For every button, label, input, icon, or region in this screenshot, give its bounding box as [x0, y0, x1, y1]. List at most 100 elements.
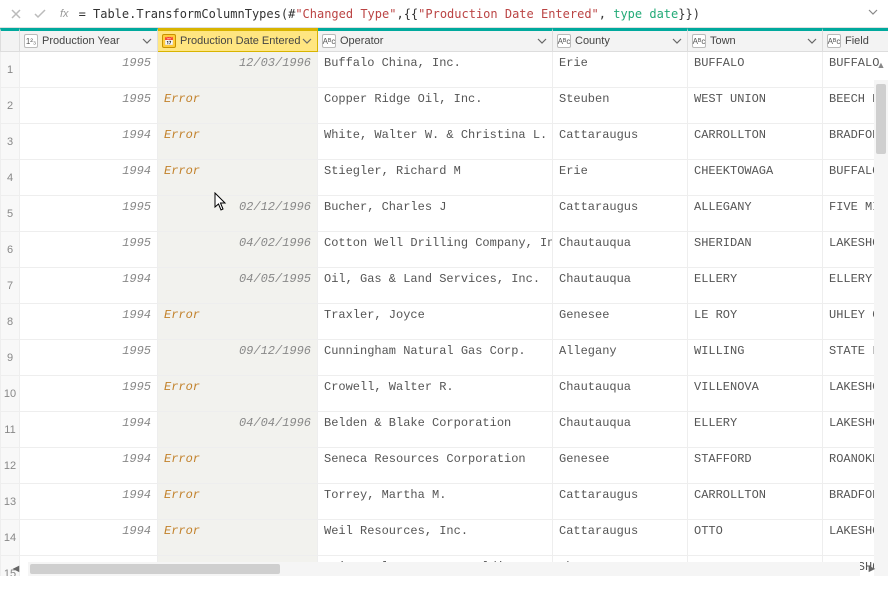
cell-production-year[interactable]: 1995: [20, 196, 158, 232]
row-number[interactable]: 13: [0, 484, 20, 520]
cell-county[interactable]: Genesee: [553, 304, 688, 340]
cell-county[interactable]: Cattaraugus: [553, 124, 688, 160]
column-header-operator[interactable]: AᴮcOperator: [318, 28, 553, 52]
vertical-scrollbar[interactable]: ▲ ▼: [874, 80, 888, 576]
column-type-icon[interactable]: Aᴮc: [692, 34, 706, 48]
cell-town[interactable]: ELLERY: [688, 412, 823, 448]
row-number[interactable]: 2: [0, 88, 20, 124]
cell-county[interactable]: Erie: [553, 52, 688, 88]
confirm-icon[interactable]: [30, 4, 50, 24]
cell-operator[interactable]: Traxler, Joyce: [318, 304, 553, 340]
column-header-production-year[interactable]: 1²₃Production Year: [20, 28, 158, 52]
cell-county[interactable]: Erie: [553, 160, 688, 196]
column-filter-icon[interactable]: [671, 35, 683, 47]
cell-production-date-entered[interactable]: 12/03/1996: [158, 52, 318, 88]
cell-operator[interactable]: Buffalo China, Inc.: [318, 52, 553, 88]
cell-county[interactable]: Cattaraugus: [553, 484, 688, 520]
cell-county[interactable]: Steuben: [553, 88, 688, 124]
cell-production-year[interactable]: 1994: [20, 124, 158, 160]
cell-production-date-entered[interactable]: Error: [158, 376, 318, 412]
cell-town[interactable]: ALLEGANY: [688, 196, 823, 232]
cell-operator[interactable]: Cotton Well Drilling Company, Inc.: [318, 232, 553, 268]
cell-town[interactable]: BUFFALO: [688, 52, 823, 88]
cell-production-year[interactable]: 1994: [20, 448, 158, 484]
expand-formula-icon[interactable]: [864, 7, 882, 20]
column-header-production-date-entered[interactable]: 📅Production Date Entered: [158, 28, 318, 52]
cell-production-date-entered[interactable]: Error: [158, 124, 318, 160]
horizontal-scroll-thumb[interactable]: [30, 564, 280, 574]
row-number[interactable]: 8: [0, 304, 20, 340]
horizontal-scrollbar[interactable]: [28, 562, 860, 576]
column-type-icon[interactable]: Aᴮc: [827, 34, 841, 48]
cell-production-date-entered[interactable]: Error: [158, 88, 318, 124]
cell-operator[interactable]: White, Walter W. & Christina L.: [318, 124, 553, 160]
cell-production-date-entered[interactable]: 04/02/1996: [158, 232, 318, 268]
scroll-right-icon[interactable]: ►: [862, 562, 882, 576]
row-number[interactable]: 6: [0, 232, 20, 268]
cell-production-date-entered[interactable]: 02/12/1996: [158, 196, 318, 232]
cell-town[interactable]: CHEEKTOWAGA: [688, 160, 823, 196]
cell-production-year[interactable]: 1994: [20, 304, 158, 340]
cell-production-date-entered[interactable]: Error: [158, 448, 318, 484]
scroll-left-icon[interactable]: ◄: [6, 562, 26, 576]
cell-production-year[interactable]: 1994: [20, 160, 158, 196]
cell-production-date-entered[interactable]: Error: [158, 484, 318, 520]
cell-operator[interactable]: Copper Ridge Oil, Inc.: [318, 88, 553, 124]
cell-operator[interactable]: Cunningham Natural Gas Corp.: [318, 340, 553, 376]
cell-production-year[interactable]: 1995: [20, 88, 158, 124]
cell-operator[interactable]: Weil Resources, Inc.: [318, 520, 553, 556]
row-number[interactable]: 7: [0, 268, 20, 304]
cell-town[interactable]: WEST UNION: [688, 88, 823, 124]
cell-town[interactable]: LE ROY: [688, 304, 823, 340]
row-number[interactable]: 3: [0, 124, 20, 160]
cell-production-year[interactable]: 1995: [20, 52, 158, 88]
column-type-icon[interactable]: 📅: [162, 34, 176, 48]
cell-county[interactable]: Allegany: [553, 340, 688, 376]
cell-town[interactable]: CARROLLTON: [688, 124, 823, 160]
column-filter-icon[interactable]: [806, 35, 818, 47]
cell-town[interactable]: STAFFORD: [688, 448, 823, 484]
row-number[interactable]: 4: [0, 160, 20, 196]
cell-production-year[interactable]: 1995: [20, 340, 158, 376]
cell-county[interactable]: Cattaraugus: [553, 520, 688, 556]
cell-production-year[interactable]: 1994: [20, 268, 158, 304]
cell-county[interactable]: Chautauqua: [553, 268, 688, 304]
cell-operator[interactable]: Oil, Gas & Land Services, Inc.: [318, 268, 553, 304]
cell-production-date-entered[interactable]: Error: [158, 520, 318, 556]
cell-town[interactable]: WILLING: [688, 340, 823, 376]
cell-production-year[interactable]: 1994: [20, 412, 158, 448]
cell-production-date-entered[interactable]: 04/04/1996: [158, 412, 318, 448]
cell-town[interactable]: OTTO: [688, 520, 823, 556]
column-type-icon[interactable]: Aᴮc: [557, 34, 571, 48]
column-header-county[interactable]: AᴮcCounty: [553, 28, 688, 52]
row-number[interactable]: 12: [0, 448, 20, 484]
formula-input[interactable]: = Table.TransformColumnTypes(#"Changed T…: [75, 5, 864, 23]
cell-county[interactable]: Chautauqua: [553, 376, 688, 412]
row-number[interactable]: 14: [0, 520, 20, 556]
cell-production-date-entered[interactable]: Error: [158, 160, 318, 196]
cell-production-year[interactable]: 1994: [20, 484, 158, 520]
column-type-icon[interactable]: Aᴮc: [322, 34, 336, 48]
cell-town[interactable]: SHERIDAN: [688, 232, 823, 268]
cell-production-date-entered[interactable]: 04/05/1995: [158, 268, 318, 304]
cell-operator[interactable]: Stiegler, Richard M: [318, 160, 553, 196]
cell-operator[interactable]: Torrey, Martha M.: [318, 484, 553, 520]
cell-operator[interactable]: Seneca Resources Corporation: [318, 448, 553, 484]
column-header-field[interactable]: AᴮcField: [823, 28, 888, 52]
column-type-icon[interactable]: 1²₃: [24, 34, 38, 48]
cell-production-date-entered[interactable]: Error: [158, 304, 318, 340]
cell-production-year[interactable]: 1995: [20, 376, 158, 412]
cell-production-year[interactable]: 1994: [20, 520, 158, 556]
cell-town[interactable]: ELLERY: [688, 268, 823, 304]
cell-county[interactable]: Cattaraugus: [553, 196, 688, 232]
cell-operator[interactable]: Crowell, Walter R.: [318, 376, 553, 412]
scroll-up-icon[interactable]: ▲: [874, 60, 888, 70]
row-number[interactable]: 5: [0, 196, 20, 232]
row-number[interactable]: 1: [0, 52, 20, 88]
column-filter-icon[interactable]: [301, 35, 313, 47]
cell-town[interactable]: VILLENOVA: [688, 376, 823, 412]
cell-production-year[interactable]: 1995: [20, 232, 158, 268]
row-number[interactable]: 9: [0, 340, 20, 376]
cell-town[interactable]: CARROLLTON: [688, 484, 823, 520]
row-number[interactable]: 10: [0, 376, 20, 412]
